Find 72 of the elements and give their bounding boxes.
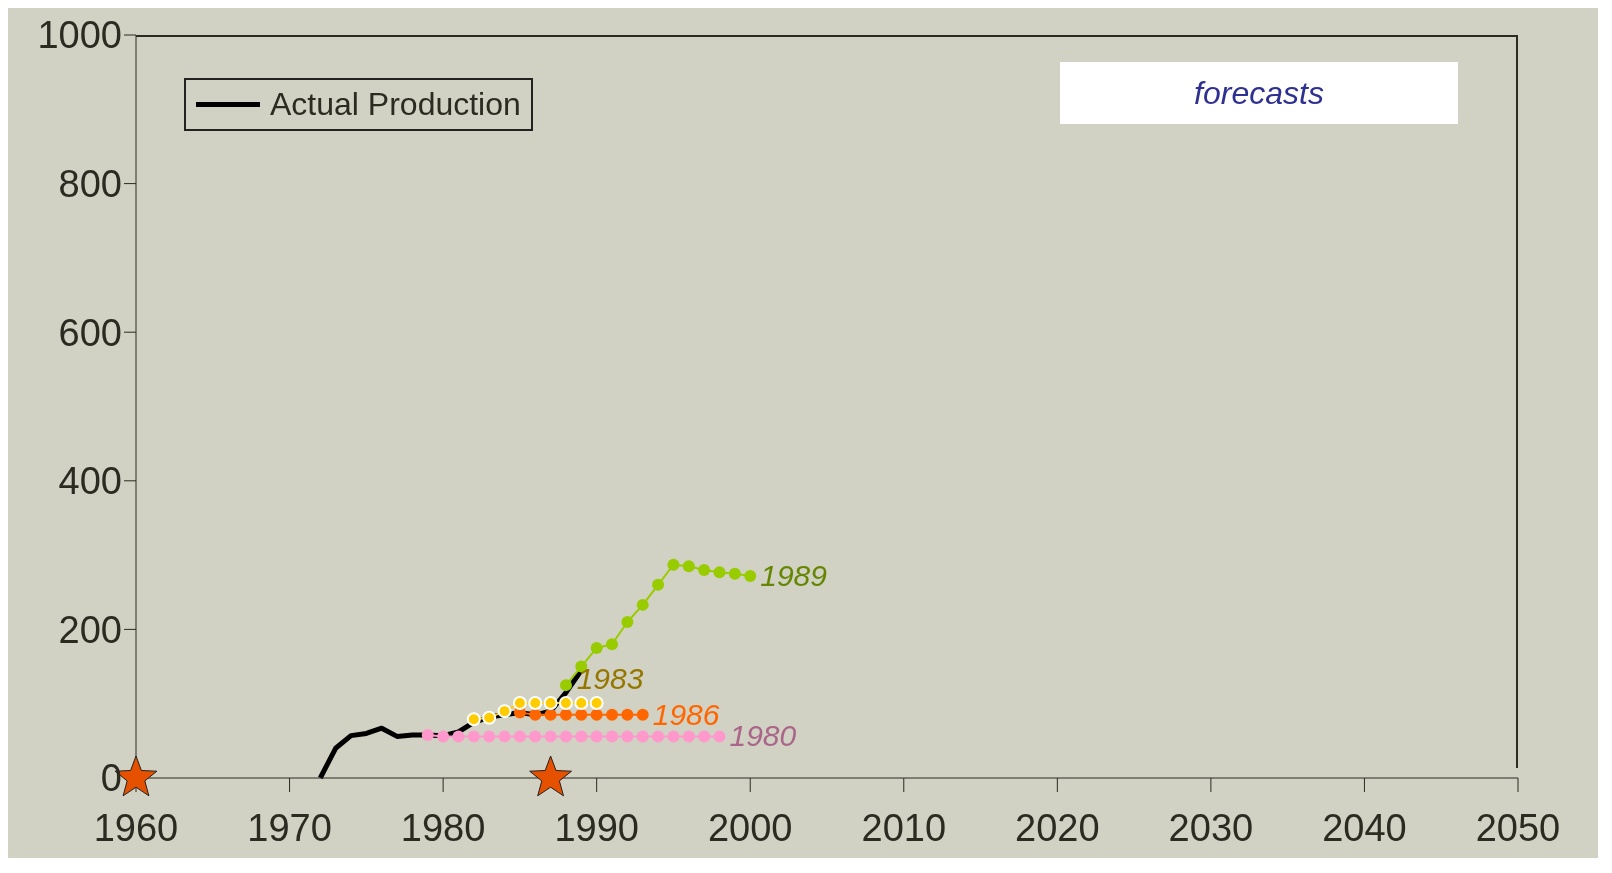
text-box: forecasts — [1060, 62, 1458, 124]
series-label: 1989 — [760, 558, 828, 592]
point — [574, 695, 589, 710]
x-tick-label: 2030 — [1168, 806, 1254, 849]
y-tick-label: 800 — [58, 163, 122, 206]
point — [467, 730, 480, 743]
point — [559, 679, 572, 692]
point — [667, 730, 680, 743]
point — [528, 695, 543, 710]
x-tick-label: 2040 — [1322, 806, 1407, 849]
point — [606, 638, 619, 651]
point — [558, 695, 573, 710]
point — [667, 558, 680, 571]
series-label: 1983 — [576, 661, 644, 695]
x-tick-label: 2000 — [707, 806, 793, 849]
point — [621, 615, 634, 628]
point — [606, 708, 619, 721]
point — [529, 708, 542, 721]
point — [544, 730, 557, 743]
point — [482, 710, 497, 725]
point — [437, 730, 450, 743]
series-label: 1986 — [652, 697, 720, 731]
point — [575, 708, 588, 721]
point — [606, 730, 619, 743]
y-tick-label: 1000 — [37, 14, 122, 57]
point — [498, 730, 511, 743]
point — [529, 755, 572, 797]
point — [713, 730, 726, 743]
point — [543, 695, 558, 710]
x-tick-label: 2020 — [1015, 806, 1100, 849]
point — [698, 730, 711, 743]
point — [682, 730, 695, 743]
point — [652, 730, 665, 743]
point — [559, 708, 572, 721]
point — [590, 708, 603, 721]
point — [636, 598, 649, 611]
point — [575, 730, 588, 743]
point — [621, 730, 634, 743]
y-tick-label: 600 — [58, 311, 122, 354]
x-tick-label: 1980 — [400, 806, 486, 849]
point — [466, 712, 481, 727]
point — [544, 708, 557, 721]
legend-label: Actual Production — [270, 86, 521, 123]
x-tick-label: 1960 — [93, 806, 179, 849]
point — [652, 578, 665, 591]
y-tick-label: 0 — [100, 757, 122, 800]
point — [559, 730, 572, 743]
point — [512, 695, 527, 710]
x-tick-label: 1990 — [554, 806, 639, 849]
y-tick-label: 400 — [58, 460, 122, 503]
point — [590, 730, 603, 743]
point — [483, 730, 496, 743]
point — [513, 730, 526, 743]
point — [590, 641, 603, 654]
point — [529, 730, 542, 743]
point — [682, 560, 695, 573]
y-tick-label: 200 — [58, 608, 122, 651]
point — [698, 563, 711, 576]
point — [744, 569, 757, 582]
series-label: 1980 — [729, 719, 797, 753]
point — [621, 708, 634, 721]
point — [636, 730, 649, 743]
point — [589, 695, 604, 710]
point — [636, 708, 649, 721]
x-tick-label: 2010 — [861, 806, 947, 849]
point — [497, 704, 512, 719]
x-tick-label: 2050 — [1475, 806, 1561, 849]
point — [713, 566, 726, 579]
x-tick-label: 1970 — [247, 806, 332, 849]
point — [728, 567, 741, 580]
point — [452, 730, 465, 743]
point — [421, 728, 434, 741]
